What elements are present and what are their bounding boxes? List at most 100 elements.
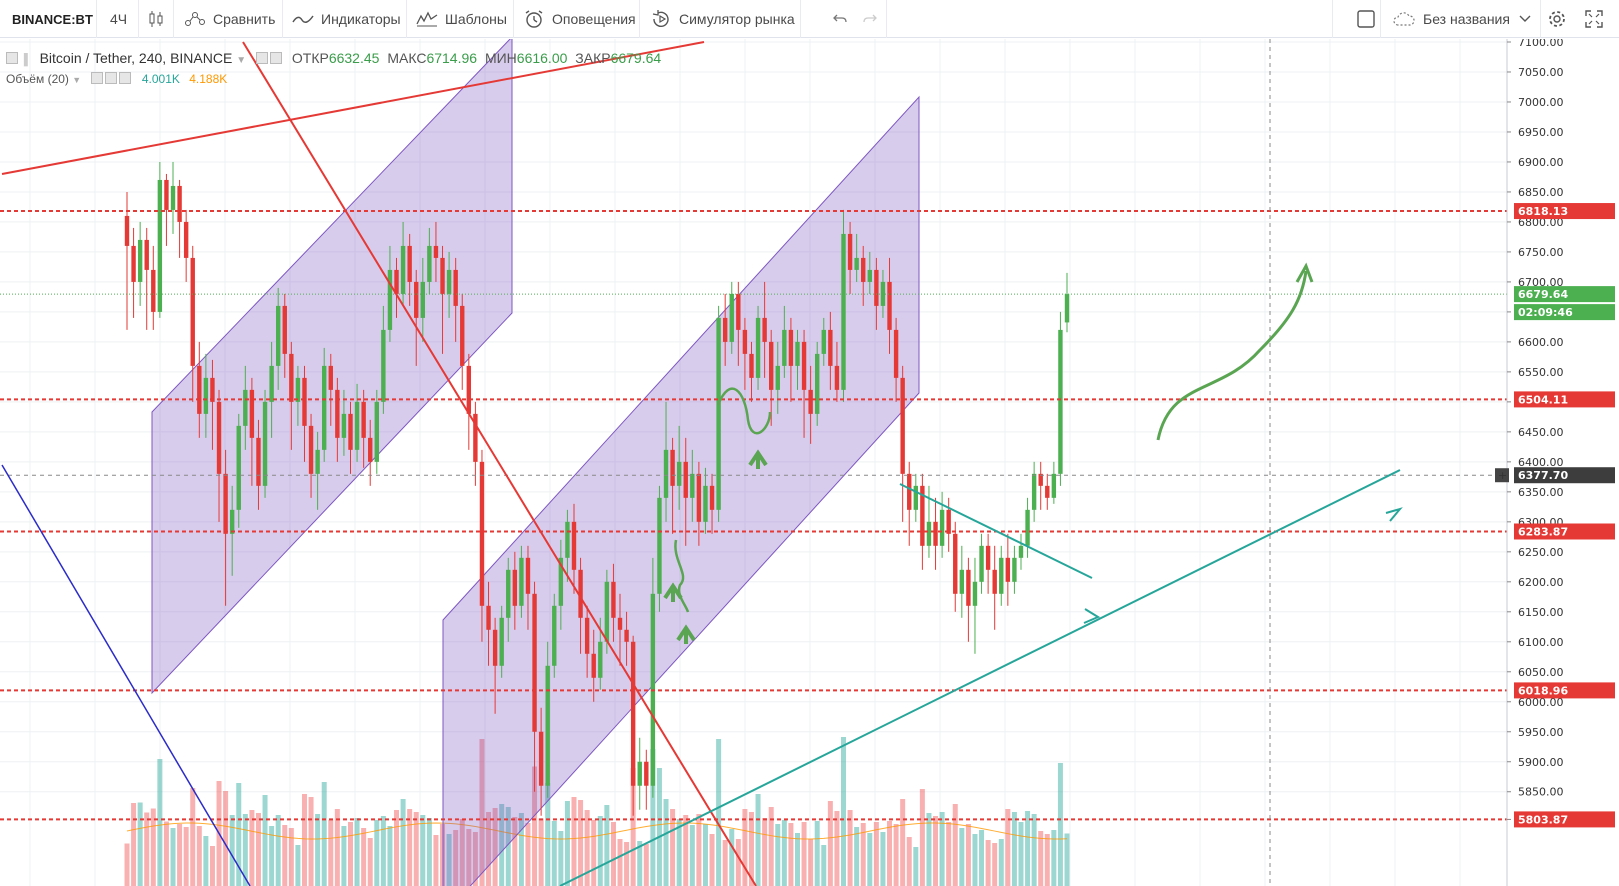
projection-arrow — [1156, 270, 1308, 441]
volume-bar — [288, 828, 294, 886]
indicators-label: Индикаторы — [321, 11, 401, 27]
candle-body — [670, 449, 675, 486]
candle-body — [959, 569, 965, 594]
divider — [886, 0, 887, 38]
volume-bar — [1005, 809, 1011, 886]
templates-icon — [416, 11, 438, 27]
volume-bar — [505, 807, 511, 886]
divider — [138, 0, 139, 38]
volume-bars — [124, 737, 1070, 886]
price-tag — [1514, 203, 1615, 220]
volume-bar — [459, 819, 465, 886]
eye-icon[interactable] — [90, 72, 103, 84]
volume-bar — [893, 824, 899, 886]
candle-body — [512, 569, 518, 606]
trend-line — [559, 469, 1401, 886]
volume-bar — [933, 816, 939, 886]
volume-bar — [873, 822, 879, 886]
plus-icon: + — [1498, 469, 1507, 482]
candle-body — [722, 317, 728, 342]
close-icon[interactable] — [118, 72, 131, 84]
candle-body — [578, 569, 583, 618]
caret-icon[interactable]: ▼ — [236, 55, 247, 66]
price-tag — [1514, 682, 1615, 699]
candle-body — [815, 353, 820, 414]
volume-bar — [841, 737, 847, 886]
layout-toggle-button[interactable] — [1357, 0, 1382, 38]
volume-bar — [479, 739, 485, 886]
candle-body — [486, 605, 491, 630]
volume-bar — [578, 800, 584, 886]
price-tick-label: 6250.00 — [1518, 546, 1564, 559]
candle-body — [275, 305, 281, 366]
chart-style-button[interactable] — [148, 0, 171, 38]
layout-name-label: Без названия — [1423, 11, 1510, 27]
candle-body — [532, 593, 537, 732]
candle-body — [243, 389, 248, 426]
volume-bar — [229, 815, 235, 886]
price-tick-label: 6000.00 — [1518, 696, 1564, 709]
compare-button[interactable]: Сравнить — [184, 0, 275, 38]
candle-body — [197, 365, 202, 414]
settings-small-icon[interactable] — [104, 72, 117, 84]
price-tick-label: 6900.00 — [1518, 156, 1564, 169]
volume-bar — [321, 782, 327, 886]
volume-bar — [538, 818, 544, 886]
volume-bar — [821, 845, 827, 886]
price-tag-label: 02:09:46 — [1518, 306, 1573, 319]
volume-bar — [959, 828, 965, 886]
candle-body — [1025, 509, 1030, 546]
candle-body — [992, 569, 997, 594]
volume-bar — [663, 799, 669, 886]
volume-bar — [808, 839, 814, 886]
symbol-search[interactable]: BINANCE:BT — [12, 0, 93, 38]
candle-body — [341, 413, 347, 438]
volume-bar — [670, 809, 676, 886]
trend-line — [899, 483, 1093, 579]
volume-bar — [794, 833, 800, 886]
indicators-button[interactable]: Индикаторы — [292, 0, 401, 38]
settings-button[interactable] — [1547, 0, 1574, 38]
price-tick-label: 6850.00 — [1518, 186, 1564, 199]
redo-button[interactable] — [862, 0, 885, 38]
replay-button[interactable]: Симулятор рынка — [650, 0, 795, 38]
volume-bar — [637, 841, 643, 886]
caret-icon[interactable]: ▼ — [72, 75, 82, 85]
candle-body — [828, 329, 833, 366]
volume-bar — [939, 812, 945, 886]
interval-button[interactable]: 4Ч — [110, 0, 127, 38]
alerts-button[interactable]: Оповещения — [523, 0, 636, 38]
candle-body — [657, 497, 662, 594]
eye-icon[interactable] — [256, 52, 268, 64]
collapse-icon[interactable] — [6, 52, 18, 64]
up-arrow-icon — [748, 449, 768, 469]
price-tag — [1514, 523, 1615, 540]
candle-body — [236, 425, 241, 510]
symbol-title: Bitcoin / Tether, 240, BINANCE — [39, 50, 233, 66]
price-tag-label: 6818.13 — [1518, 205, 1568, 218]
low-value: 6616.00 — [516, 50, 568, 66]
volume-bar — [768, 807, 774, 886]
volume-bar — [781, 820, 787, 886]
price-tag — [1514, 467, 1615, 484]
price-tick-label: 6050.00 — [1518, 666, 1564, 679]
volume-bar — [998, 839, 1004, 886]
volume-bar — [163, 821, 169, 886]
fullscreen-button[interactable] — [1585, 0, 1610, 38]
templates-button[interactable]: Шаблоны — [416, 0, 507, 38]
volume-bar — [255, 813, 261, 886]
price-chart[interactable]: 7150.007100.007050.007000.006950.006900.… — [0, 39, 1619, 886]
candle-body — [729, 293, 734, 342]
settings-small-icon[interactable] — [270, 52, 282, 64]
candle-body — [203, 377, 209, 414]
volume-bar — [380, 816, 386, 886]
candle-body — [683, 461, 688, 498]
undo-button[interactable] — [832, 0, 855, 38]
layout-name-button[interactable]: Без названия — [1392, 0, 1539, 38]
candle-body — [262, 401, 268, 486]
volume-bar — [906, 837, 912, 886]
volume-bar — [551, 821, 557, 886]
candle-body — [604, 581, 610, 642]
volume-bar — [315, 814, 321, 886]
price-tick-label: 6350.00 — [1518, 486, 1564, 499]
